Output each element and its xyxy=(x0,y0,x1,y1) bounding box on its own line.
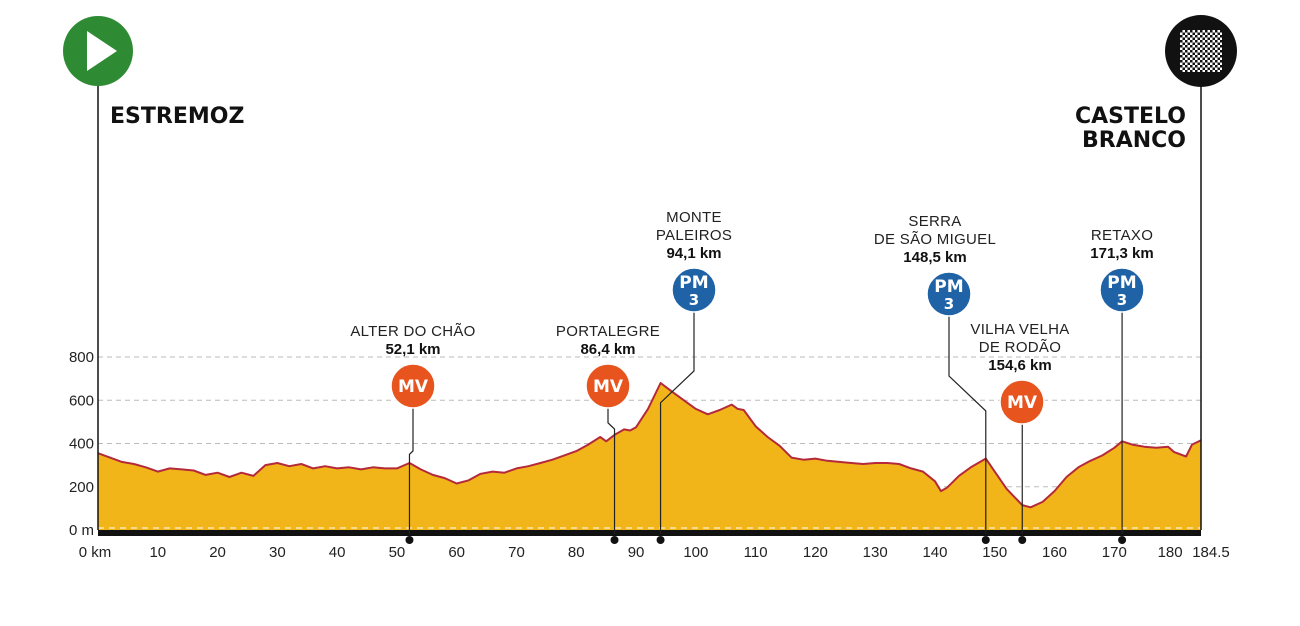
x-tick-label: 160 xyxy=(1042,544,1067,561)
climb-name: VILHA VELHA xyxy=(970,321,1069,338)
x-tick-label: 60 xyxy=(448,544,465,561)
x-tick-label: 40 xyxy=(329,544,346,561)
mountain-badge xyxy=(926,271,972,317)
x-tick-label: 90 xyxy=(628,544,645,561)
start-city-name: ESTREMOZ xyxy=(110,104,244,129)
badge-type: PM xyxy=(1107,273,1136,293)
climb-leader-line xyxy=(659,312,695,534)
badge-type: PM xyxy=(679,273,708,293)
climb-name: RETAXO xyxy=(1091,227,1153,244)
checkered-flag-icon xyxy=(1180,30,1222,72)
play-icon xyxy=(87,31,117,71)
climb-km-dot xyxy=(1018,536,1027,544)
x-tick-label: 110 xyxy=(744,544,768,561)
climb-name: PORTALEGRE xyxy=(556,323,660,340)
badge-type: MV xyxy=(398,377,429,397)
climb-name: DE SÃO MIGUEL xyxy=(874,231,996,248)
climb-km-dot xyxy=(1118,536,1127,544)
climb-leader-line xyxy=(948,316,987,534)
sprint-badge xyxy=(585,363,631,409)
elevation-area xyxy=(98,383,1201,530)
climb-km-dot xyxy=(405,536,414,544)
x-tick-label: 0 km xyxy=(79,544,112,561)
badge-category: 3 xyxy=(944,295,954,313)
y-tick-label: 600 xyxy=(69,392,94,409)
sprint-badge xyxy=(999,379,1045,425)
x-tick-label: 20 xyxy=(209,544,226,561)
climb-name: ALTER DO CHÃO xyxy=(350,323,475,340)
y-tick-label: 200 xyxy=(69,479,94,496)
x-tick-label: 100 xyxy=(683,544,708,561)
badge-type: MV xyxy=(593,377,624,397)
y-tick-label: 800 xyxy=(69,349,94,366)
badge-category: 3 xyxy=(689,291,699,309)
climb-leader-line xyxy=(408,408,414,534)
x-tick-label: 180 xyxy=(1158,544,1183,561)
mountain-badge xyxy=(671,267,717,313)
x-tick-label: 184.5 xyxy=(1192,544,1230,561)
badge-type: PM xyxy=(934,277,963,297)
badge-category: 3 xyxy=(1117,291,1127,309)
finish-city-name: BRANCO xyxy=(1082,128,1186,153)
climb-km-label: 94,1 km xyxy=(666,245,721,262)
x-tick-label: 150 xyxy=(982,544,1007,561)
climb-name: DE RODÃO xyxy=(979,339,1061,356)
x-tick-label: 120 xyxy=(803,544,828,561)
finish-city-name: CASTELO xyxy=(1075,104,1186,129)
climb-name: SERRA xyxy=(908,213,961,230)
x-tick-label: 50 xyxy=(389,544,406,561)
x-tick-label: 170 xyxy=(1102,544,1127,561)
x-tick-label: 10 xyxy=(149,544,166,561)
sprint-badge xyxy=(390,363,436,409)
climb-km-dot xyxy=(610,536,619,544)
climb-km-label: 148,5 km xyxy=(903,249,966,266)
climb-leader-line xyxy=(607,408,616,534)
climb-km-dot xyxy=(656,536,665,544)
climb-name: PALEIROS xyxy=(656,227,732,244)
x-tick-label: 130 xyxy=(863,544,888,561)
climb-km-label: 52,1 km xyxy=(385,341,440,358)
y-tick-label: 400 xyxy=(69,436,94,453)
climb-name: MONTE xyxy=(666,209,722,226)
baseline-bar xyxy=(98,530,1201,536)
climb-km-dot xyxy=(981,536,990,544)
y-tick-label: 0 m xyxy=(69,522,94,539)
badge-type: MV xyxy=(1007,393,1038,413)
x-tick-label: 30 xyxy=(269,544,286,561)
climb-km-label: 86,4 km xyxy=(580,341,635,358)
mountain-badge xyxy=(1099,267,1145,313)
climb-km-label: 171,3 km xyxy=(1090,245,1153,262)
x-tick-label: 80 xyxy=(568,544,585,561)
x-tick-label: 140 xyxy=(922,544,947,561)
x-tick-label: 70 xyxy=(508,544,525,561)
elevation-line xyxy=(97,382,1202,509)
climb-km-label: 154,6 km xyxy=(988,357,1051,374)
